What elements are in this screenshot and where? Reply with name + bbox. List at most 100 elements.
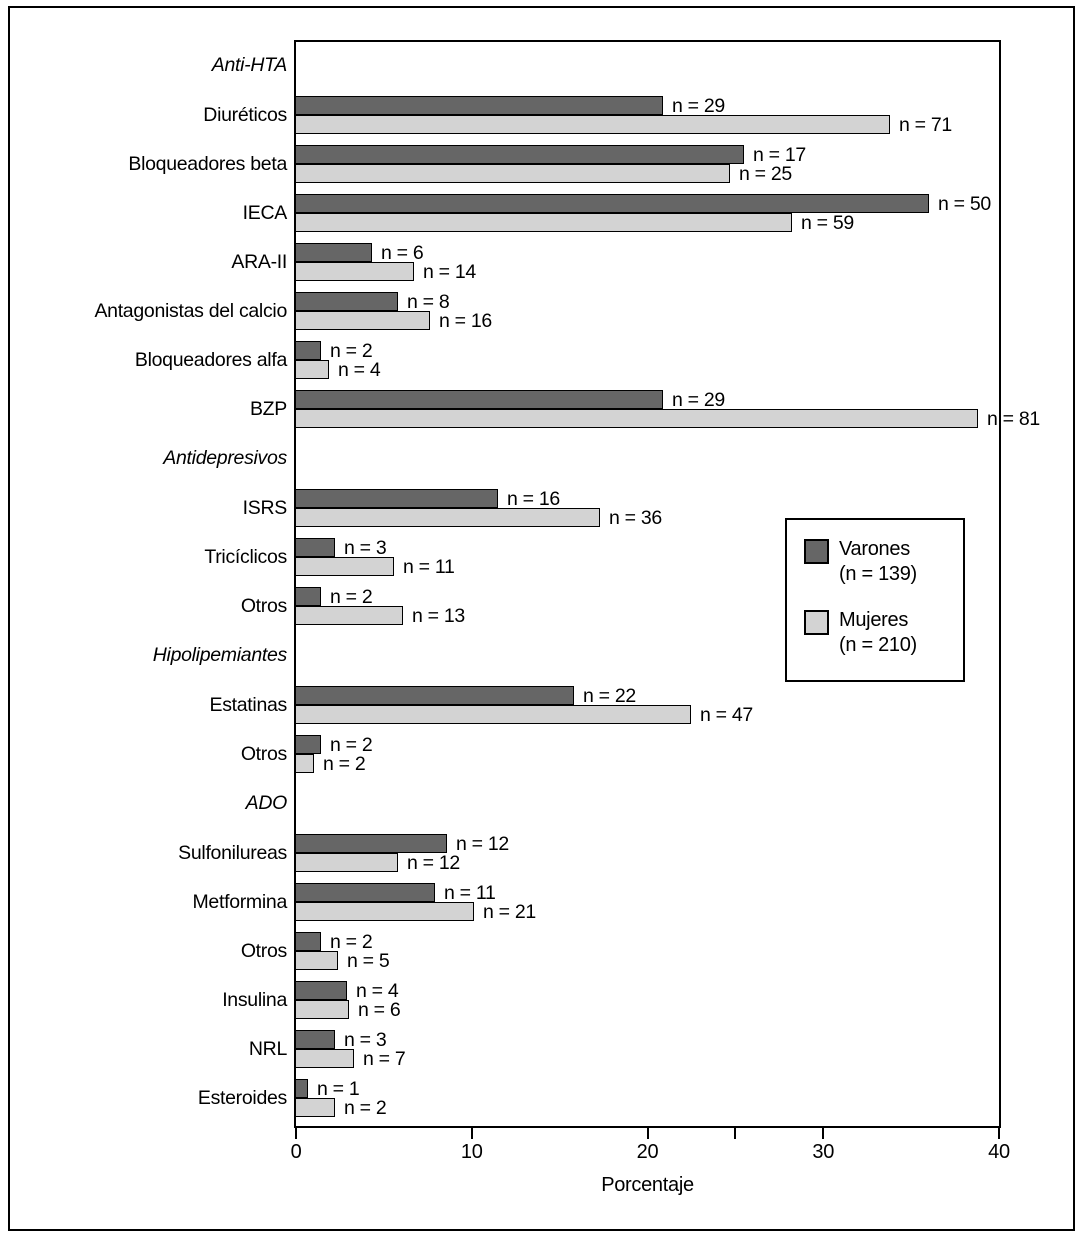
group-header: Anti-HTA: [211, 54, 288, 76]
varones-bar: [296, 1079, 308, 1098]
varones-bar: [296, 341, 321, 360]
legend-label-mujeres: Mujeres (n = 210): [839, 608, 917, 658]
mujeres-bar: [296, 311, 430, 330]
mujeres-bar: [296, 1049, 354, 1068]
varones-n-label: n = 29: [672, 389, 725, 411]
mujeres-bar: [296, 1098, 335, 1117]
x-tick-label: 0: [290, 1141, 302, 1163]
x-tick: [734, 1128, 737, 1139]
x-tick: [295, 1128, 297, 1139]
varones-n-label: n = 29: [672, 95, 725, 117]
varones-n-label: n = 17: [753, 144, 806, 166]
mujeres-bar: [296, 164, 730, 183]
mujeres-bar: [296, 557, 394, 576]
category-label: Antagonistas del calcio: [94, 300, 287, 322]
mujeres-bar: [296, 951, 338, 970]
varones-n-label: n = 2: [330, 340, 373, 362]
mujeres-bar: [296, 262, 414, 281]
x-tick: [822, 1128, 825, 1139]
mujeres-n-label: n = 2: [344, 1097, 387, 1119]
category-label: ISRS: [242, 497, 288, 519]
legend-varones-count: (n = 139): [839, 563, 917, 585]
mujeres-bar: [296, 1000, 349, 1019]
category-label: Bloqueadores beta: [128, 153, 287, 175]
legend-label-varones: Varones (n = 139): [839, 537, 917, 587]
mujeres-bar: [296, 115, 890, 134]
varones-bar: [296, 883, 435, 902]
legend-mujeres-name: Mujeres: [839, 609, 909, 631]
mujeres-bar: [296, 409, 978, 428]
varones-bar: [296, 145, 744, 164]
category-label: Estatinas: [209, 694, 287, 716]
varones-n-label: n = 3: [344, 1029, 387, 1051]
category-label: Sulfonilureas: [178, 842, 287, 864]
category-label: Metformina: [192, 891, 287, 913]
mujeres-n-label: n = 5: [347, 950, 390, 972]
x-tick-label: 20: [636, 1141, 659, 1163]
mujeres-bar: [296, 705, 691, 724]
category-label: Tricíclicos: [204, 546, 287, 568]
mujeres-n-label: n = 36: [609, 507, 662, 529]
legend-entry-varones: Varones (n = 139): [804, 537, 963, 587]
varones-n-label: n = 2: [330, 931, 373, 953]
x-tick-label: 30: [812, 1141, 835, 1163]
varones-swatch: [804, 539, 829, 564]
legend-varones-name: Varones: [839, 538, 910, 560]
x-tick: [998, 1128, 1000, 1139]
mujeres-bar: [296, 853, 398, 872]
mujeres-n-label: n = 59: [801, 212, 854, 234]
group-header: Hipolipemiantes: [152, 644, 288, 666]
group-header: ADO: [245, 792, 288, 814]
legend-entry-mujeres: Mujeres (n = 210): [804, 608, 963, 658]
varones-bar: [296, 1030, 335, 1049]
varones-n-label: n = 2: [330, 586, 373, 608]
varones-bar: [296, 96, 663, 115]
varones-bar: [296, 686, 574, 705]
mujeres-bar: [296, 360, 329, 379]
category-label: BZP: [249, 398, 287, 420]
varones-bar: [296, 292, 398, 311]
varones-n-label: n = 8: [407, 291, 450, 313]
mujeres-n-label: n = 2: [323, 753, 366, 775]
varones-bar: [296, 194, 929, 213]
mujeres-bar: [296, 902, 474, 921]
varones-bar: [296, 735, 321, 754]
mujeres-bar: [296, 606, 403, 625]
varones-n-label: n = 50: [938, 193, 991, 215]
mujeres-n-label: n = 71: [899, 114, 952, 136]
varones-bar: [296, 981, 347, 1000]
mujeres-n-label: n = 12: [407, 852, 460, 874]
x-tick: [646, 1128, 649, 1139]
varones-bar: [296, 243, 372, 262]
varones-bar: [296, 834, 447, 853]
category-label: ARA-II: [231, 251, 287, 273]
varones-n-label: n = 6: [381, 242, 424, 264]
mujeres-n-label: n = 14: [423, 261, 476, 283]
varones-n-label: n = 2: [330, 734, 373, 756]
varones-n-label: n = 4: [356, 980, 399, 1002]
varones-n-label: n = 1: [317, 1078, 360, 1100]
varones-bar: [296, 932, 321, 951]
x-tick-label: 40: [988, 1141, 1010, 1163]
varones-bar: [296, 538, 335, 557]
varones-bar: [296, 390, 663, 409]
varones-n-label: n = 11: [444, 882, 496, 904]
category-label: NRL: [248, 1038, 287, 1060]
plot-area: [294, 40, 1001, 1128]
mujeres-n-label: n = 81: [987, 408, 1040, 430]
mujeres-bar: [296, 754, 314, 773]
category-label: Esteroides: [197, 1087, 287, 1109]
category-label: Bloqueadores alfa: [134, 349, 287, 371]
category-label: Insulina: [222, 989, 287, 1011]
mujeres-n-label: n = 4: [338, 359, 381, 381]
x-axis-title: Porcentaje: [601, 1174, 694, 1196]
mujeres-swatch: [804, 610, 829, 635]
mujeres-n-label: n = 7: [363, 1048, 406, 1070]
mujeres-n-label: n = 25: [739, 163, 792, 185]
mujeres-n-label: n = 6: [358, 999, 401, 1021]
mujeres-n-label: n = 21: [483, 901, 536, 923]
mujeres-n-label: n = 11: [403, 556, 455, 578]
category-label: Otros: [240, 595, 287, 617]
category-label: Otros: [240, 940, 287, 962]
